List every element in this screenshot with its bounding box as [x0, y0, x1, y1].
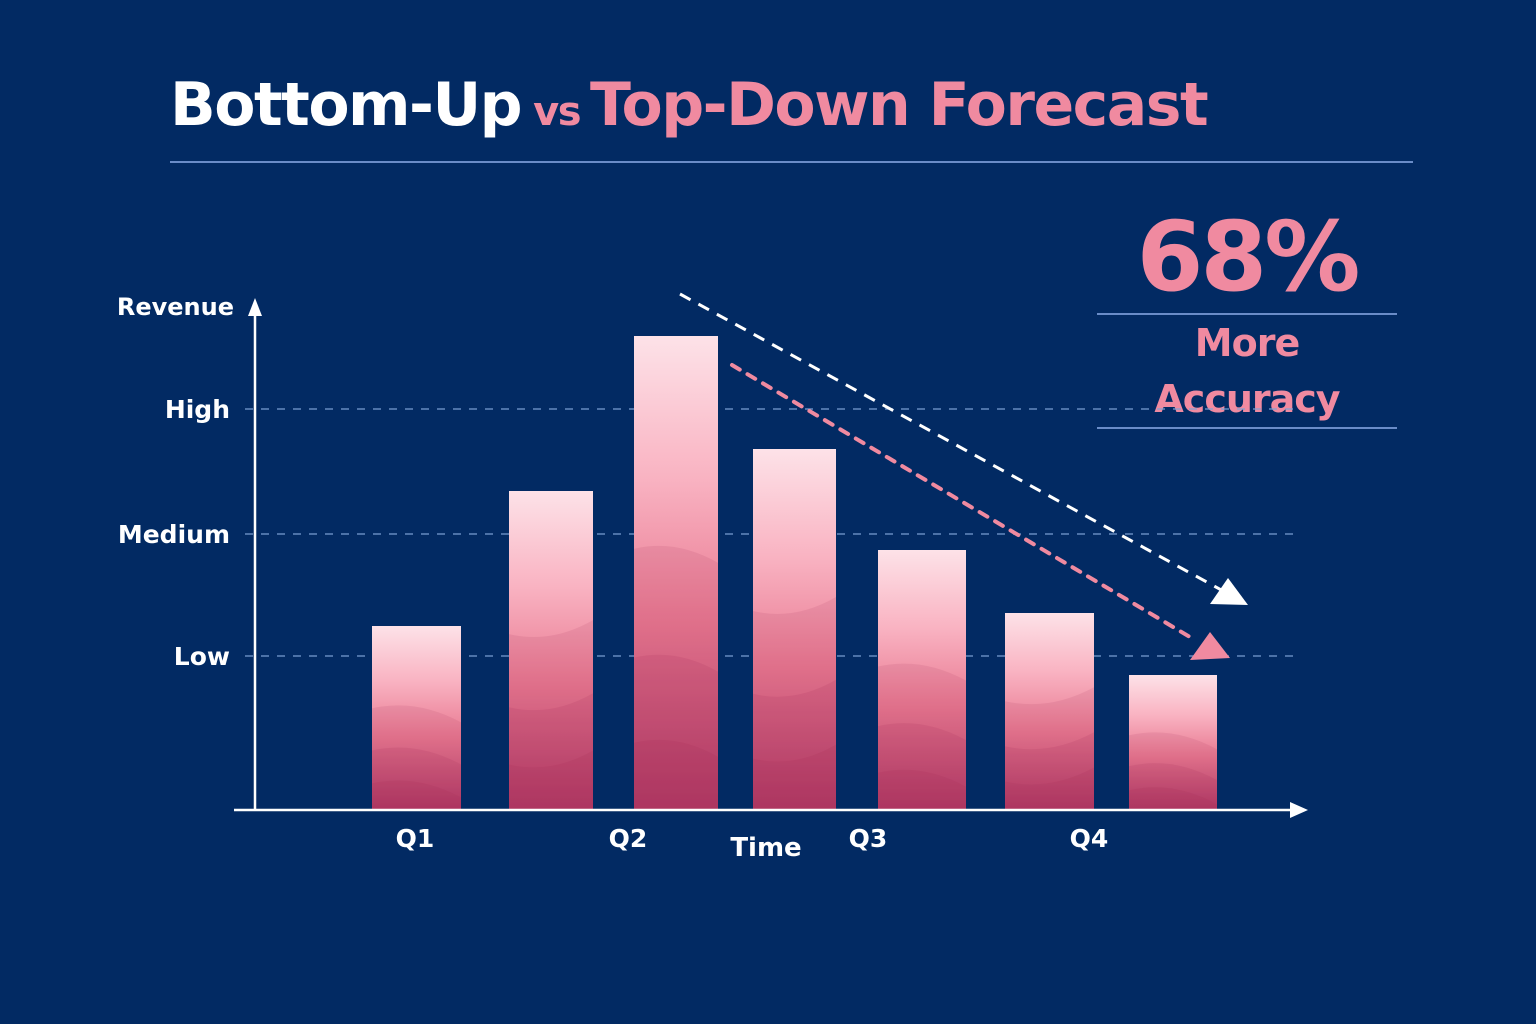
y-tick-low: Low: [174, 642, 230, 671]
trend-arrow-white: [679, 292, 1248, 605]
bar-band: [1129, 787, 1217, 809]
bar-band: [1005, 732, 1094, 809]
bar-band: [372, 705, 461, 809]
bar-band: [753, 597, 836, 809]
callout-divider-bottom: [1097, 427, 1397, 429]
bars: [372, 336, 1217, 809]
title-bottom-up: Bottom-Up: [170, 70, 523, 140]
bar-band: [1129, 763, 1217, 809]
bar-band: [509, 693, 593, 809]
bar-band: [372, 747, 461, 809]
bar-band: [509, 620, 593, 809]
bar-band: [634, 545, 718, 809]
x-tick-q4: Q4: [1070, 824, 1109, 853]
x-axis-label: Time: [730, 833, 801, 863]
chart-title: Bottom-Up vs Top-Down Forecast: [170, 70, 1209, 140]
arrowhead-pink-icon: [1190, 632, 1230, 660]
x-tick-q3: Q3: [849, 824, 888, 853]
bar-band: [753, 679, 836, 809]
x-tick-q2: Q2: [609, 824, 648, 853]
bar-band: [753, 744, 836, 809]
bar-3: [634, 336, 718, 809]
bar-band: [878, 769, 966, 809]
bar-band: [878, 723, 966, 809]
y-tick-high: High: [165, 395, 230, 424]
title-top-down: Top-Down Forecast: [590, 70, 1209, 140]
y-axis-label: Revenue: [117, 293, 234, 321]
x-axis-arrow-icon: [1290, 802, 1308, 818]
y-axis-arrow-icon: [248, 298, 262, 316]
bar-4: [753, 449, 836, 809]
bar-band: [634, 739, 718, 809]
bar-2: [509, 491, 593, 809]
bar-6: [1005, 613, 1094, 809]
bar-7: [1129, 675, 1217, 809]
bar-band: [1129, 732, 1217, 809]
bar-1: [372, 626, 461, 809]
title-vs: vs: [533, 89, 581, 135]
accuracy-label: More Accuracy: [1154, 321, 1340, 421]
trend-arrow-pink: [730, 363, 1230, 660]
bar-band: [878, 663, 966, 809]
arrowhead-white-icon: [1210, 578, 1248, 605]
title-divider: [170, 161, 1413, 163]
bar-5: [878, 550, 966, 809]
bar-band: [634, 654, 718, 809]
bar-band: [509, 750, 593, 809]
accuracy-callout: 68% More Accuracy: [1097, 205, 1397, 429]
axes: [234, 298, 1308, 818]
bar-band: [1005, 767, 1094, 809]
y-tick-medium: Medium: [118, 520, 230, 549]
accuracy-value: 68%: [1136, 201, 1361, 313]
bar-band: [372, 780, 461, 809]
x-tick-q1: Q1: [396, 824, 435, 853]
callout-divider-top: [1097, 313, 1397, 315]
bar-band: [1005, 687, 1094, 809]
